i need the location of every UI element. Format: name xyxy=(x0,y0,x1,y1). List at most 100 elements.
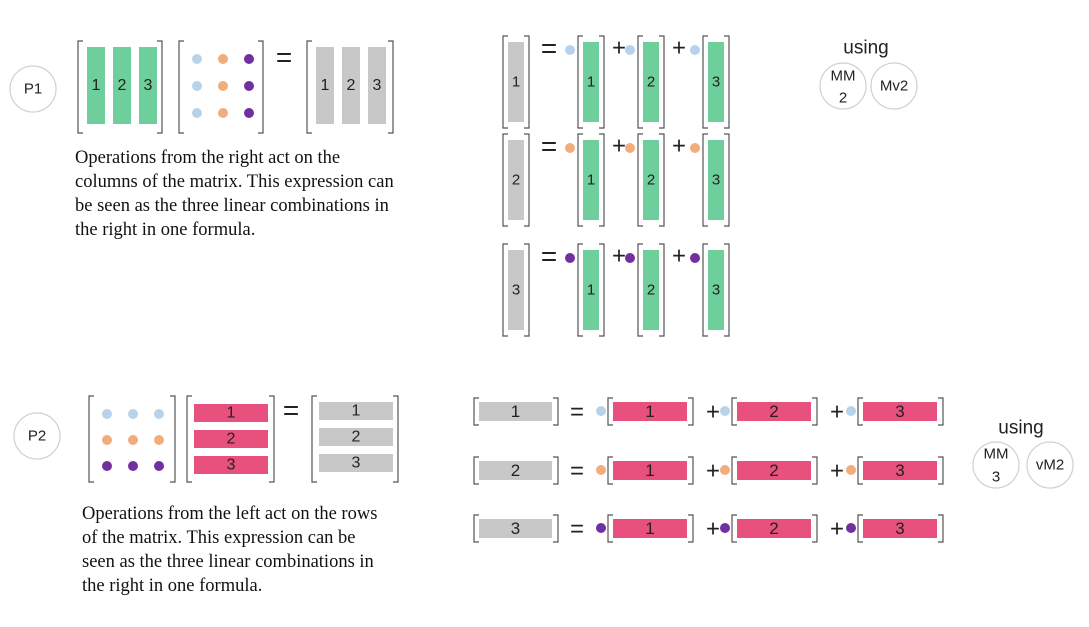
p1-green-col-2 xyxy=(113,47,131,124)
p2-expansion-2-pink-row-3-label: 3 xyxy=(895,461,904,480)
p1-expansion-3-coef-1 xyxy=(565,253,575,263)
p2-dot-r1-c2 xyxy=(128,409,138,419)
p1-expansion-2-green-col-1 xyxy=(583,140,599,220)
p2-pink-row-3-label: 3 xyxy=(227,457,236,474)
p2-pink-row-3 xyxy=(194,456,268,474)
p2-expansion-1-coef-2 xyxy=(720,406,730,416)
p2-expansion-1-coef-3 xyxy=(846,406,856,416)
p2-method-2-circle xyxy=(1026,441,1074,489)
p1-expansion-3-gray-left-bracket xyxy=(502,243,508,337)
p1-expansion-3-green-3-left-bracket xyxy=(702,243,708,337)
p2-label-circle xyxy=(13,412,61,460)
p2-expansion-1-gray-row xyxy=(479,402,552,421)
p1-expansion-3-green-col-3-label: 3 xyxy=(712,282,720,299)
p2-expansion-3-pink-1-left-bracket xyxy=(607,514,613,543)
p1-label-circle xyxy=(9,65,57,113)
p2-pink-matrix-right-bracket xyxy=(269,395,275,483)
p1-expansion-2-green-2-right-bracket xyxy=(659,133,665,227)
p2-expansion-2-pink-2-left-bracket xyxy=(731,456,737,485)
p1-expansion-1-green-1-left-bracket xyxy=(577,35,583,129)
p1-gray-col-2-label: 2 xyxy=(347,77,356,94)
p1-expansion-2-green-col-3 xyxy=(708,140,724,220)
p2-dot-r2-c1 xyxy=(102,435,112,445)
p1-gray-col-1 xyxy=(316,47,334,124)
p1-expansion-1-gray-left-bracket xyxy=(502,35,508,129)
p2-expansion-3-equals: = xyxy=(570,516,584,543)
p2-expansion-1-pink-2-right-bracket xyxy=(812,397,818,426)
p1-expansion-2-plus-1: + xyxy=(612,133,626,160)
p2-expansion-3-pink-1-right-bracket xyxy=(688,514,694,543)
p1-expansion-2-coef-3 xyxy=(690,143,700,153)
p2-method-1-circle xyxy=(972,441,1020,489)
p1-gray-col-3-label: 3 xyxy=(373,77,382,94)
p1-dot-r1-c1 xyxy=(192,54,202,64)
p1-method-1-circle xyxy=(819,62,867,110)
p2-expansion-1-pink-row-1 xyxy=(613,402,687,421)
p1-expansion-2-green-col-2-label: 2 xyxy=(647,172,655,189)
p1-green-matrix-left-bracket xyxy=(77,40,83,134)
p1-dot-r1-c2 xyxy=(218,54,228,64)
p2-expansion-2-pink-row-3 xyxy=(863,461,937,480)
p2-pink-matrix-left-bracket xyxy=(186,395,192,483)
p1-expansion-2-green-1-left-bracket xyxy=(577,133,583,227)
p2-expansion-1-pink-row-2 xyxy=(737,402,811,421)
p2-expansion-3-pink-2-left-bracket xyxy=(731,514,737,543)
p2-expansion-1-plus-2: + xyxy=(830,399,844,426)
p2-expansion-2-pink-1-right-bracket xyxy=(688,456,694,485)
p1-expansion-2-green-3-left-bracket xyxy=(702,133,708,227)
p2-expansion-1-pink-1-right-bracket xyxy=(688,397,694,426)
p1-expansion-3-plus-2: + xyxy=(672,243,686,270)
p2-method-2-label: vM2 xyxy=(1036,457,1064,474)
p2-expansion-2-plus-2: + xyxy=(830,458,844,485)
p1-expansion-3-equals: = xyxy=(541,241,557,272)
p1-green-col-1 xyxy=(87,47,105,124)
p2-label: P2 xyxy=(28,428,46,445)
p1-expansion-1-gray-col-label: 1 xyxy=(512,74,520,91)
p1-expansion-3-green-col-1 xyxy=(583,250,599,330)
p1-gray-matrix-right-bracket xyxy=(388,40,394,134)
p2-dot-r1-c3 xyxy=(154,409,164,419)
p2-expansion-2-pink-3-right-bracket xyxy=(938,456,944,485)
p2-expansion-2-pink-row-2 xyxy=(737,461,811,480)
p2-gray-matrix-right-bracket xyxy=(393,395,399,483)
p1-expansion-1-green-2-left-bracket xyxy=(637,35,643,129)
p1-dot-matrix-right-bracket xyxy=(258,40,264,134)
p1-dot-r2-c1 xyxy=(192,81,202,91)
p2-expansion-1-pink-3-right-bracket xyxy=(938,397,944,426)
p2-dot-r3-c3 xyxy=(154,461,164,471)
p1-expansion-2-gray-col-label: 2 xyxy=(512,172,520,189)
p1-expansion-2-green-col-2 xyxy=(643,140,659,220)
p1-green-col-3 xyxy=(139,47,157,124)
p1-label: P1 xyxy=(24,81,42,98)
p1-green-col-1-label: 1 xyxy=(92,77,101,94)
p1-method-1-sub: 2 xyxy=(839,90,847,107)
p1-dot-r3-c2 xyxy=(218,108,228,118)
p2-expansion-3-pink-row-3 xyxy=(863,519,937,538)
p1-expansion-2-equals: = xyxy=(541,131,557,162)
p2-expansion-2-pink-1-left-bracket xyxy=(607,456,613,485)
p1-method-2-circle xyxy=(870,62,918,110)
p1-expansion-1-coef-1 xyxy=(565,45,575,55)
p1-expansion-1-equals: = xyxy=(541,33,557,64)
p2-expansion-2-coef-3 xyxy=(846,465,856,475)
p2-expansion-1-pink-2-left-bracket xyxy=(731,397,737,426)
p1-expansion-2-green-col-3-label: 3 xyxy=(712,172,720,189)
p2-expansion-1-equals: = xyxy=(570,399,584,426)
p1-expansion-1-green-col-2 xyxy=(643,42,659,122)
p1-expansion-1-green-col-1 xyxy=(583,42,599,122)
p1-expansion-1-gray-col xyxy=(508,42,524,122)
p1-expansion-3-green-col-3 xyxy=(708,250,724,330)
p1-expansion-3-green-2-right-bracket xyxy=(659,243,665,337)
p1-gray-col-2 xyxy=(342,47,360,124)
p2-pink-row-1 xyxy=(194,404,268,422)
p2-dot-r3-c2 xyxy=(128,461,138,471)
p1-expansion-3-green-col-2 xyxy=(643,250,659,330)
p2-expansion-3-pink-2-right-bracket xyxy=(812,514,818,543)
p2-expansion-3-pink-row-2 xyxy=(737,519,811,538)
p1-caption: Operations from the right act on the col… xyxy=(75,148,394,240)
p2-expansion-2-pink-row-1-label: 1 xyxy=(645,461,654,480)
p1-expansion-3-green-col-1-label: 1 xyxy=(587,282,595,299)
p2-expansion-1-gray-left-bracket xyxy=(473,397,479,426)
p1-dot-r3-c1 xyxy=(192,108,202,118)
